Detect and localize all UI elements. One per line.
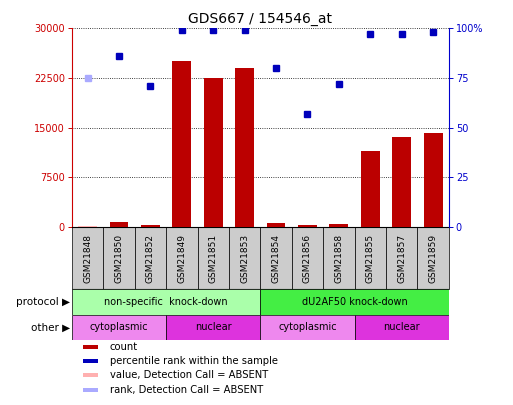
Bar xyxy=(103,227,134,289)
Text: protocol ▶: protocol ▶ xyxy=(16,297,70,307)
Text: GSM21852: GSM21852 xyxy=(146,234,155,283)
Bar xyxy=(329,224,348,227)
Bar xyxy=(386,227,418,289)
Bar xyxy=(354,315,449,340)
Bar xyxy=(83,388,97,392)
Bar xyxy=(72,227,103,289)
Bar xyxy=(204,78,223,227)
Text: GSM21859: GSM21859 xyxy=(429,234,438,284)
Bar xyxy=(141,225,160,227)
Bar xyxy=(72,289,261,315)
Text: non-specific  knock-down: non-specific knock-down xyxy=(104,297,228,307)
Text: count: count xyxy=(110,342,137,352)
Bar xyxy=(361,151,380,227)
Bar xyxy=(83,373,97,377)
Text: dU2AF50 knock-down: dU2AF50 knock-down xyxy=(302,297,407,307)
Bar xyxy=(134,227,166,289)
Text: GSM21858: GSM21858 xyxy=(334,234,343,284)
Text: GSM21849: GSM21849 xyxy=(177,234,186,283)
Bar xyxy=(261,227,292,289)
Bar xyxy=(72,315,166,340)
Title: GDS667 / 154546_at: GDS667 / 154546_at xyxy=(188,12,332,26)
Text: GSM21853: GSM21853 xyxy=(240,234,249,284)
Bar xyxy=(83,345,97,349)
Bar xyxy=(292,227,323,289)
Text: GSM21851: GSM21851 xyxy=(209,234,218,284)
Bar xyxy=(354,227,386,289)
Bar xyxy=(166,315,261,340)
Bar xyxy=(166,227,198,289)
Bar xyxy=(110,222,128,227)
Bar xyxy=(392,137,411,227)
Bar xyxy=(424,133,443,227)
Text: cytoplasmic: cytoplasmic xyxy=(90,322,148,333)
Bar xyxy=(198,227,229,289)
Text: GSM21855: GSM21855 xyxy=(366,234,375,284)
Text: GSM21856: GSM21856 xyxy=(303,234,312,284)
Text: GSM21848: GSM21848 xyxy=(83,234,92,283)
Text: GSM21854: GSM21854 xyxy=(271,234,281,283)
Bar xyxy=(229,227,261,289)
Bar xyxy=(267,223,285,227)
Bar xyxy=(298,225,317,227)
Text: percentile rank within the sample: percentile rank within the sample xyxy=(110,356,278,366)
Bar xyxy=(78,226,97,227)
Bar xyxy=(172,62,191,227)
Bar xyxy=(323,227,354,289)
Text: other ▶: other ▶ xyxy=(31,322,70,333)
Text: rank, Detection Call = ABSENT: rank, Detection Call = ABSENT xyxy=(110,384,263,394)
Bar xyxy=(418,227,449,289)
Text: nuclear: nuclear xyxy=(195,322,231,333)
Text: nuclear: nuclear xyxy=(383,322,420,333)
Text: value, Detection Call = ABSENT: value, Detection Call = ABSENT xyxy=(110,370,268,380)
Text: GSM21857: GSM21857 xyxy=(397,234,406,284)
Bar xyxy=(83,359,97,363)
Bar xyxy=(261,315,354,340)
Text: GSM21850: GSM21850 xyxy=(114,234,124,284)
Text: cytoplasmic: cytoplasmic xyxy=(278,322,337,333)
Bar xyxy=(235,68,254,227)
Bar xyxy=(261,289,449,315)
